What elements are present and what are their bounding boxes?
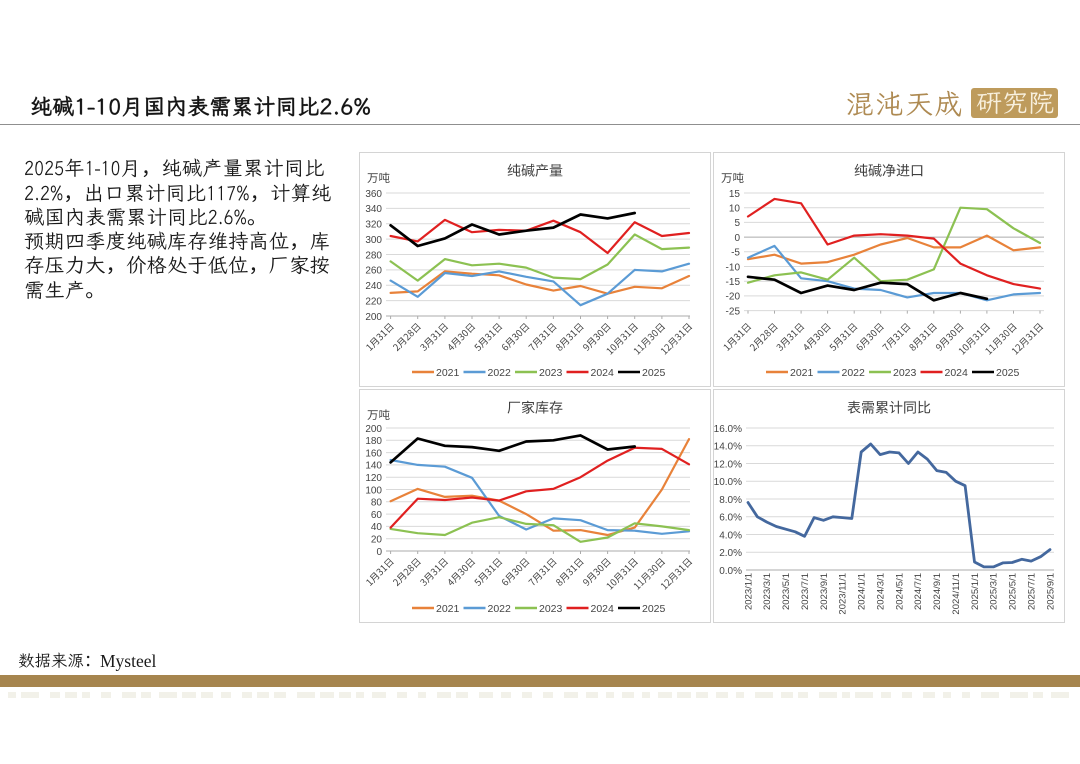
svg-text:2024: 2024 [591,367,615,379]
svg-text:16.0%: 16.0% [714,424,742,435]
svg-text:2021: 2021 [790,367,814,379]
svg-text:2021: 2021 [436,367,460,379]
svg-text:2023: 2023 [539,367,563,379]
svg-text:240: 240 [365,281,382,292]
svg-text:0: 0 [734,233,740,244]
svg-text:10.0%: 10.0% [714,477,742,488]
svg-text:0: 0 [376,547,382,558]
svg-text:2023/3/1: 2023/3/1 [762,573,773,610]
svg-text:-10: -10 [726,262,741,273]
svg-text:4.0%: 4.0% [719,530,742,541]
svg-text:2.0%: 2.0% [719,548,742,559]
svg-text:2024: 2024 [945,367,969,379]
svg-text:160: 160 [365,448,382,459]
svg-text:2025/1/1: 2025/1/1 [970,573,981,610]
svg-text:2024/1/1: 2024/1/1 [857,573,868,610]
svg-text:6.0%: 6.0% [719,513,742,524]
svg-text:2024/3/1: 2024/3/1 [875,573,886,610]
svg-text:20: 20 [371,535,383,546]
svg-text:5: 5 [734,218,740,229]
svg-text:140: 140 [365,461,382,472]
svg-text:2025: 2025 [642,367,666,379]
svg-text:15: 15 [729,189,741,200]
svg-text:40: 40 [371,522,383,533]
svg-text:2023: 2023 [539,603,563,615]
svg-text:14.0%: 14.0% [714,442,742,453]
svg-text:2025/7/1: 2025/7/1 [1026,573,1037,610]
svg-text:2023/1/1: 2023/1/1 [743,573,754,610]
svg-text:2023/11/1: 2023/11/1 [838,573,849,615]
svg-text:2023/7/1: 2023/7/1 [800,573,811,610]
svg-text:80: 80 [371,498,383,509]
svg-text:2025: 2025 [996,367,1020,379]
svg-text:-20: -20 [726,292,741,303]
svg-text:200: 200 [365,424,382,435]
svg-text:220: 220 [365,296,382,307]
svg-text:-25: -25 [726,306,741,317]
svg-text:100: 100 [365,485,382,496]
svg-text:2022: 2022 [488,603,512,615]
svg-text:10: 10 [729,204,741,215]
svg-text:2023: 2023 [893,367,917,379]
svg-text:2024/5/1: 2024/5/1 [894,573,905,610]
svg-text:180: 180 [365,436,382,447]
svg-text:2025: 2025 [642,603,666,615]
svg-text:-5: -5 [731,248,740,259]
svg-text:-15: -15 [726,277,741,288]
svg-text:2023/5/1: 2023/5/1 [781,573,792,610]
svg-text:2023/9/1: 2023/9/1 [819,573,830,610]
svg-text:0.0%: 0.0% [719,566,742,577]
svg-text:2025/9/1: 2025/9/1 [1045,573,1056,610]
svg-text:2024: 2024 [591,603,615,615]
svg-text:2022: 2022 [842,367,866,379]
svg-text:2024/9/1: 2024/9/1 [932,573,943,610]
svg-text:2024/7/1: 2024/7/1 [913,573,924,610]
svg-text:2025/3/1: 2025/3/1 [989,573,1000,610]
svg-text:2025/5/1: 2025/5/1 [1008,573,1019,610]
svg-text:12.0%: 12.0% [714,459,742,470]
svg-text:320: 320 [365,220,382,231]
svg-text:280: 280 [365,250,382,261]
svg-text:300: 300 [365,235,382,246]
svg-text:60: 60 [371,510,383,521]
svg-text:2021: 2021 [436,603,460,615]
svg-text:340: 340 [365,204,382,215]
svg-text:360: 360 [365,189,382,200]
svg-text:200: 200 [365,312,382,323]
svg-text:120: 120 [365,473,382,484]
svg-text:2024/11/1: 2024/11/1 [951,573,962,615]
svg-text:8.0%: 8.0% [719,495,742,506]
svg-text:260: 260 [365,266,382,277]
svg-text:2022: 2022 [488,367,512,379]
